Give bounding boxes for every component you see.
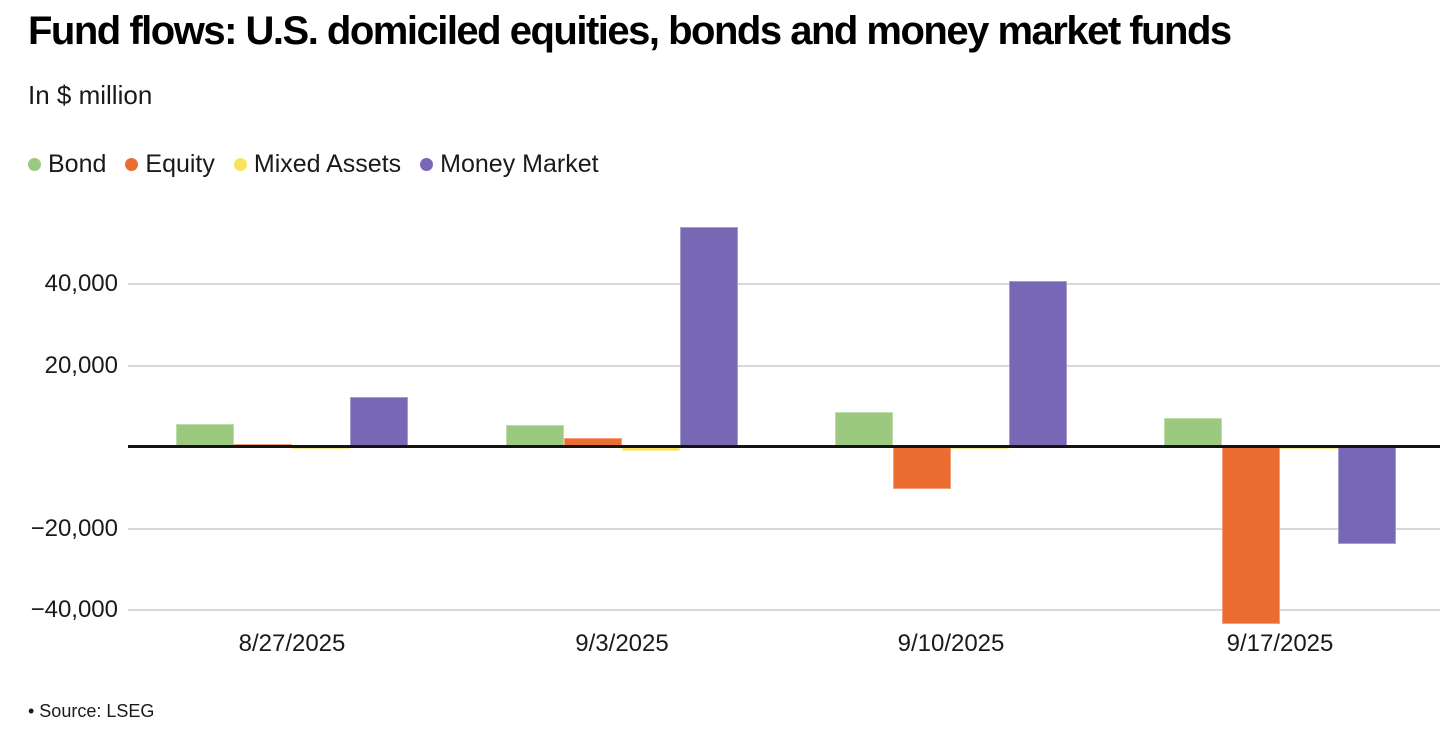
bar-bond xyxy=(506,425,564,447)
y-axis-tick-label: 20,000 xyxy=(44,351,118,379)
gridline xyxy=(128,283,1440,285)
legend-label: Mixed Assets xyxy=(253,150,402,178)
x-axis-label: 9/10/2025 xyxy=(897,630,1005,657)
gridline xyxy=(128,364,1440,367)
legend-item-money-market: Money Market xyxy=(420,150,599,178)
legend-dot-bond xyxy=(28,157,41,171)
bar-mixed-assets xyxy=(622,447,680,451)
bar-money-market xyxy=(680,227,738,447)
bar-equity xyxy=(1222,447,1280,624)
source-note: • Source: LSEG xyxy=(28,701,155,721)
y-axis-tick-label: −40,000 xyxy=(30,596,118,623)
y-axis-tick-label: 40,000 xyxy=(44,270,118,297)
x-axis-label: 9/3/2025 xyxy=(575,630,669,657)
bar-bond xyxy=(1164,417,1222,447)
zero-axis-line xyxy=(128,445,1440,448)
bar-money-market xyxy=(1009,281,1067,447)
legend-label: Money Market xyxy=(440,150,599,178)
gridline xyxy=(128,609,1440,611)
legend-item-mixed-assets: Mixed Assets xyxy=(233,150,402,178)
legend-dot-money-market xyxy=(420,157,434,171)
bar-bond xyxy=(176,424,234,447)
chart-subtitle: In $ million xyxy=(28,80,153,110)
x-axis-label: 9/17/2025 xyxy=(1226,630,1334,657)
bar-money-market xyxy=(1338,447,1396,544)
legend-dot-mixed-assets xyxy=(233,157,247,171)
y-axis-tick-label: −20,000 xyxy=(30,514,118,542)
chart-title: Fund flows: U.S. domiciled equities, bon… xyxy=(28,9,1232,53)
legend-item-bond: Bond xyxy=(28,150,106,178)
chart-legend: Bond Equity Mixed Assets Money Market xyxy=(28,150,599,178)
legend-label: Equity xyxy=(145,150,215,178)
legend-label: Bond xyxy=(48,150,107,178)
legend-item-equity: Equity xyxy=(125,150,215,178)
bar-equity xyxy=(564,438,622,447)
bar-bond xyxy=(835,412,893,447)
bar-mixed-assets xyxy=(292,447,350,449)
x-axis-label: 8/27/2025 xyxy=(238,630,346,657)
bar-money-market xyxy=(350,396,408,447)
legend-dot-equity xyxy=(125,157,139,171)
gridline xyxy=(128,527,1440,530)
bar-equity xyxy=(893,447,951,489)
